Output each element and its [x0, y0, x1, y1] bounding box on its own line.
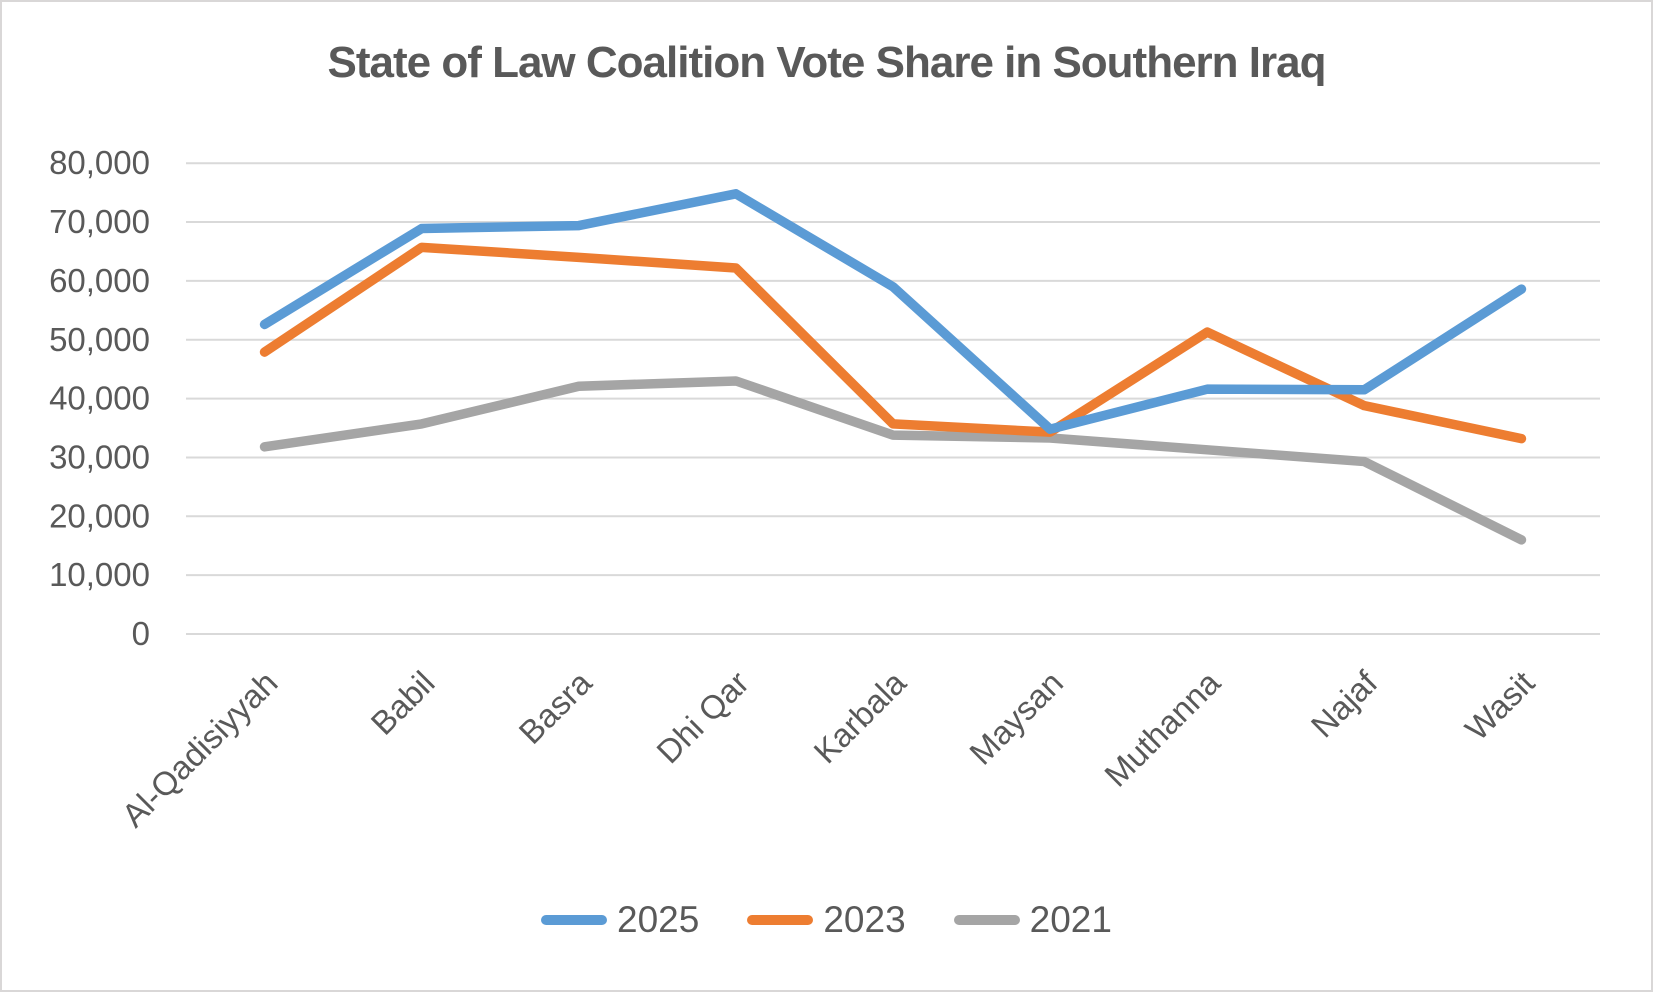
legend-label-2025: 2025 — [617, 899, 700, 940]
legend-label-2021: 2021 — [1029, 899, 1112, 940]
y-axis-tick-label: 40,000 — [49, 380, 150, 417]
chart-title: State of Law Coalition Vote Share in Sou… — [327, 38, 1327, 87]
x-axis-category-label: Dhi Qar — [649, 664, 756, 771]
y-axis-tick-label: 10,000 — [49, 556, 150, 593]
y-axis-tick-label: 20,000 — [49, 497, 150, 534]
y-axis-tick-label: 0 — [132, 615, 150, 652]
x-axis-category-label: Maysan — [962, 664, 1070, 772]
x-axis-category-label: Najaf — [1304, 663, 1385, 744]
legend-entry-2023: 2023 — [747, 899, 906, 941]
y-axis-tick-label: 50,000 — [49, 321, 150, 358]
legend-swatch-2023 — [747, 915, 814, 925]
y-axis-tick-label: 80,000 — [49, 144, 150, 181]
x-axis-category-label: Babil — [364, 664, 442, 742]
legend-entry-2025: 2025 — [541, 899, 699, 941]
y-axis-tick-label: 30,000 — [49, 438, 150, 475]
chart-legend: 2025 2023 2021 — [2, 899, 1651, 941]
series-line-2025 — [259, 189, 1527, 434]
legend-swatch-2021 — [953, 915, 1020, 925]
x-axis-category-label: Muthanna — [1097, 663, 1227, 793]
series-line-2023 — [259, 242, 1527, 444]
series-line-2021 — [259, 376, 1527, 545]
legend-swatch-2025 — [541, 915, 608, 925]
x-axis-category-label: Wasit — [1458, 664, 1542, 748]
x-axis-category-label: Al-Qadisiyyah — [114, 664, 284, 834]
legend-entry-2021: 2021 — [953, 899, 1112, 941]
x-axis-category-label: Basra — [512, 663, 600, 751]
y-axis-tick-label: 60,000 — [49, 262, 150, 299]
y-axis-tick-label: 70,000 — [49, 203, 150, 240]
legend-label-2023: 2023 — [823, 899, 906, 940]
x-axis-category-label: Karbala — [806, 663, 913, 770]
